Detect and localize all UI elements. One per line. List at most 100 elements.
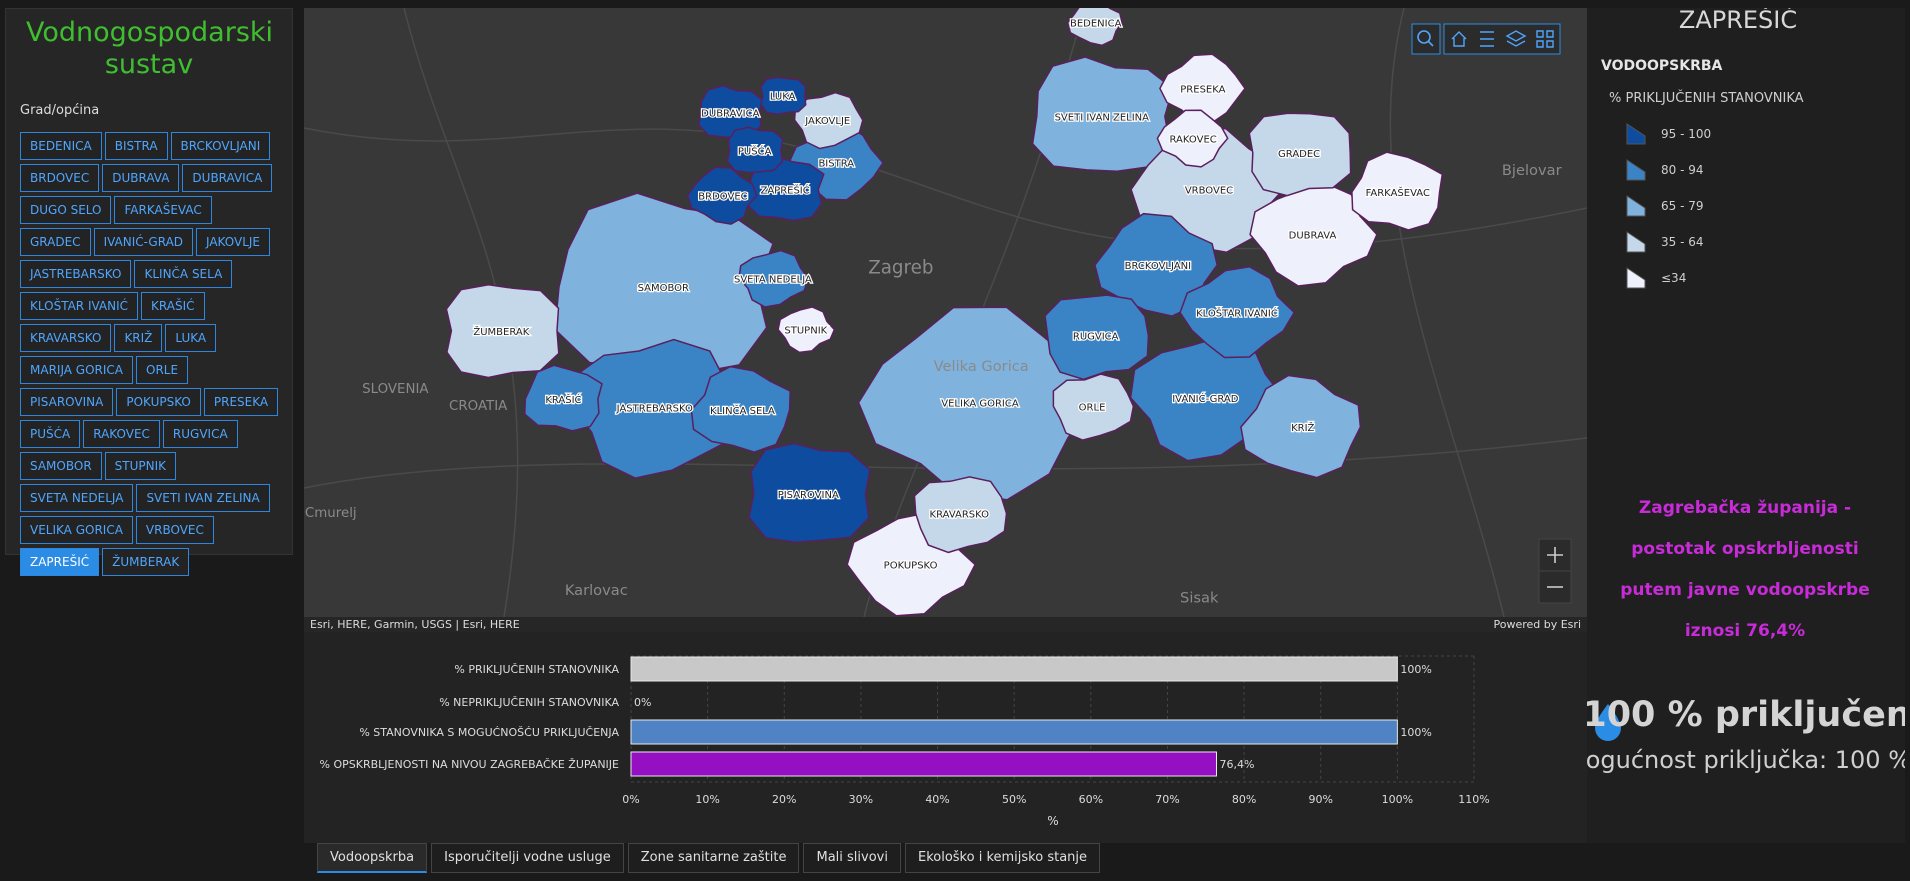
option-button[interactable]: DUBRAVA [102, 164, 180, 192]
tab[interactable]: Vodoopskrba [317, 843, 428, 873]
legend-swatch [1626, 231, 1646, 253]
region[interactable] [759, 76, 807, 116]
legend-icon[interactable] [1480, 31, 1494, 47]
region[interactable] [1248, 112, 1352, 197]
region-label: JAKOVLJE [804, 116, 850, 127]
option-button[interactable]: JASTREBARSKO [20, 260, 132, 288]
region-label: BRDOVEC [698, 192, 747, 203]
place-label: Bjelovar [1502, 162, 1562, 179]
region[interactable] [1066, 8, 1123, 47]
zoom-out[interactable] [1538, 570, 1572, 604]
place-label: Cmurelj [305, 506, 357, 521]
tab[interactable]: Ekološko i kemijsko stanje [904, 843, 1101, 873]
region[interactable] [690, 365, 791, 453]
map-toolbar [1411, 23, 1561, 55]
region[interactable] [1156, 109, 1229, 168]
region[interactable] [738, 249, 810, 308]
zoom-in-icon [1547, 547, 1563, 563]
region[interactable] [524, 364, 603, 432]
x-tick-label: 0% [622, 793, 639, 806]
map[interactable]: SAMOBOR VELIKA GORICA JASTREBARSKO SVETI IV… [304, 8, 1587, 617]
home-icon[interactable] [1451, 31, 1467, 47]
option-button[interactable]: KLOŠTAR IVANIĆ [20, 292, 139, 320]
option-button[interactable]: VELIKA GORICA [20, 516, 133, 544]
option-button[interactable]: PISAROVINA [20, 388, 114, 416]
region[interactable] [913, 476, 1008, 554]
option-button[interactable]: JAKOVLJE [196, 228, 271, 256]
option-button[interactable]: SVETI IVAN ZELINA [136, 484, 270, 512]
region[interactable] [777, 306, 836, 354]
option-button[interactable]: LUKA [165, 324, 217, 352]
region[interactable] [445, 283, 560, 379]
x-tick-label: 60% [1079, 793, 1103, 806]
region-label: VRBOVEC [1185, 185, 1233, 196]
layers-icon[interactable] [1505, 30, 1527, 47]
region-label: ŽUMBERAK [473, 325, 529, 338]
option-button[interactable]: VRBOVEC [135, 516, 214, 544]
tool-buttons[interactable] [1443, 23, 1561, 55]
tab[interactable]: Isporučitelji vodne usluge [431, 843, 624, 873]
zoom-controls [1538, 538, 1572, 604]
option-button[interactable]: BISTRA [104, 132, 168, 160]
option-button[interactable]: KLINČA SELA [134, 260, 233, 288]
x-tick-label: 50% [1002, 793, 1026, 806]
option-button[interactable]: BEDENICA [20, 132, 102, 160]
region[interactable] [857, 306, 1099, 501]
legend-panel: ZAPREŠIĆ VODOOPSKRBA % PRIKLJUČENIH STAN… [1565, 4, 1910, 843]
region[interactable] [1159, 53, 1246, 124]
legend-label: ≤34 [1661, 271, 1686, 285]
option-button[interactable]: IVANIĆ-GRAD [93, 228, 194, 256]
option-button[interactable]: PUŠĆA [20, 420, 81, 448]
region[interactable] [1249, 182, 1378, 287]
option-button[interactable]: BRDOVEC [20, 164, 100, 192]
option-button[interactable]: DUGO SELO [20, 196, 112, 224]
option-button[interactable]: SAMOBOR [20, 452, 102, 480]
option-button[interactable]: POKUPSKO [116, 388, 201, 416]
powered-by[interactable]: Powered by Esri [1493, 618, 1581, 631]
tab-bar: Vodoopskrba Isporučitelji vodne usluge Zon… [317, 843, 1101, 873]
bar [630, 719, 1398, 745]
option-button[interactable]: ZAPREŠIĆ [20, 548, 100, 576]
option-button[interactable]: KRAVARSKO [20, 324, 112, 352]
tab[interactable]: Zone sanitarne zaštite [627, 843, 800, 873]
option-button[interactable]: RAKOVEC [83, 420, 160, 448]
regions [445, 8, 1444, 617]
option-button[interactable]: BRCKOVLJANI [170, 132, 271, 160]
search-button[interactable] [1411, 23, 1441, 55]
region[interactable] [1052, 373, 1135, 441]
option-button[interactable]: GRADEC [20, 228, 91, 256]
basemap-icon[interactable] [1536, 30, 1554, 48]
region[interactable] [1031, 56, 1174, 173]
region[interactable] [748, 442, 871, 544]
region-label: BRCKOVLJANI [1125, 261, 1191, 272]
region-label: FARKAŠEVAC [1366, 186, 1430, 199]
region[interactable] [1044, 294, 1150, 381]
option-button[interactable]: KRAŠIĆ [141, 292, 205, 320]
option-button[interactable]: DUBRAVICA [182, 164, 273, 192]
region[interactable] [793, 91, 864, 150]
option-list: BEDENICA BISTRA BRCKOVLJANI BRDOVEC DUBRAVA D… [20, 132, 284, 576]
region[interactable] [726, 126, 784, 174]
option-button[interactable]: STUPNIK [104, 452, 177, 480]
chart-panel: % 0% 10% 20% 30% 40% 50% 60% 70% 80% 90% 100% 110%%… [304, 632, 1587, 843]
option-button[interactable]: PRESEKA [203, 388, 279, 416]
bar [630, 751, 1218, 777]
option-button[interactable]: RUGVICA [162, 420, 238, 448]
place-label: Sisak [1180, 589, 1219, 606]
option-button[interactable]: ŽUMBERAK [102, 548, 190, 576]
option-button[interactable]: KRIŽ [114, 324, 163, 352]
region-label: PRESEKA [1180, 84, 1225, 95]
legend-swatch [1626, 195, 1646, 217]
region[interactable] [1179, 266, 1296, 359]
region-label: KRIŽ [1291, 421, 1314, 434]
region[interactable] [686, 166, 758, 225]
region[interactable] [1240, 374, 1362, 479]
region[interactable] [1351, 151, 1444, 231]
place-label: Karlovac [565, 582, 628, 599]
option-button[interactable]: ORLE [136, 356, 189, 384]
note: Zagrebačka županija - postotak opskrblje… [1620, 498, 1870, 641]
option-button[interactable]: SVETA NEDELJA [20, 484, 134, 512]
option-button[interactable]: MARIJA GORICA [20, 356, 133, 384]
tab[interactable]: Mali slivovi [803, 843, 901, 873]
option-button[interactable]: FARKAŠEVAC [114, 196, 212, 224]
